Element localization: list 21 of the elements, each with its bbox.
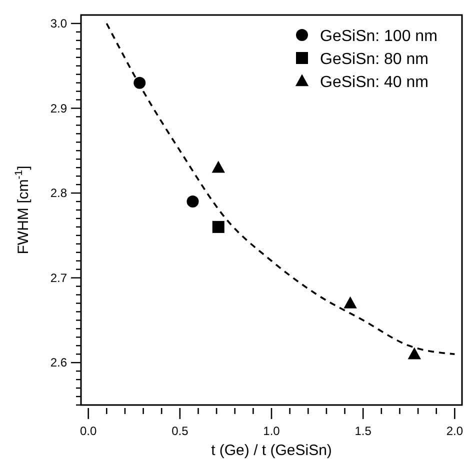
- x-tick-label: 1.5: [354, 424, 372, 438]
- point: [408, 347, 421, 360]
- legend-label: GeSiSn: 100 nm: [320, 28, 438, 45]
- x-tick-label: 2.0: [446, 424, 464, 438]
- x-tick-label: 0.0: [80, 424, 97, 438]
- x-tick-label: 0.5: [172, 424, 189, 438]
- point: [212, 220, 224, 233]
- y-tick-label: 2.9: [50, 101, 68, 116]
- y-tick-label: 2.6: [50, 356, 68, 370]
- line-series: [106, 22, 456, 356]
- point: [186, 196, 199, 208]
- legend-label: GeSiSn: 80 nm: [320, 51, 428, 68]
- y-tick-label: 2.8: [50, 186, 68, 200]
- y-tick-label: 2.7: [50, 270, 68, 285]
- y-tick-label: 3.0: [50, 16, 68, 30]
- legend-label: GeSiSn: 40 nm: [320, 74, 428, 91]
- x-axis-title: t (Ge) / t (GeSiSn): [211, 442, 332, 459]
- x-tick-label: 1.0: [263, 424, 280, 438]
- point: [134, 76, 146, 89]
- point: [212, 160, 225, 173]
- point: [344, 296, 357, 308]
